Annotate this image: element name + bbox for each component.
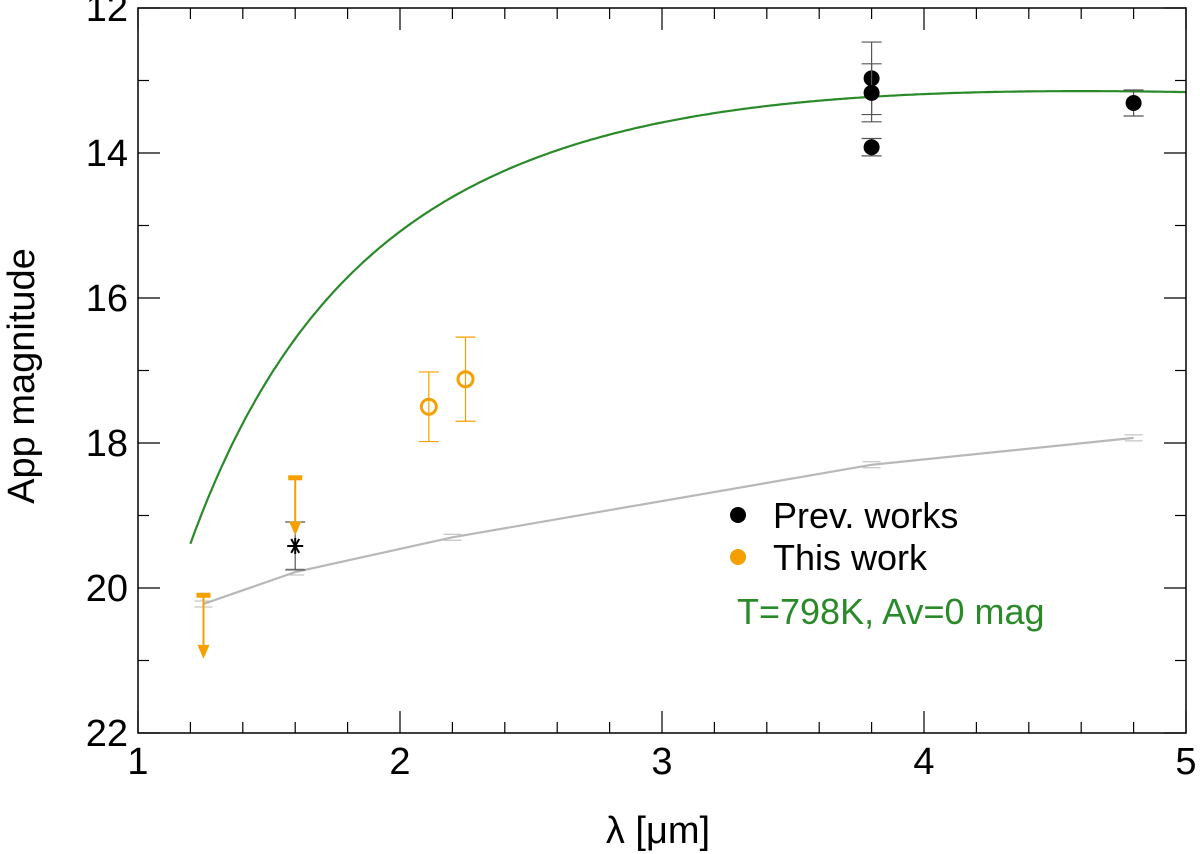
- x-axis-label: λ [μm]: [606, 810, 710, 852]
- legend-label-prev-works: Prev. works: [773, 495, 958, 536]
- data-point: [863, 139, 880, 156]
- x-tick-label: 3: [651, 741, 672, 783]
- x-tick-label: 5: [1175, 741, 1196, 783]
- blackbody-line: [189, 90, 1186, 545]
- data-point: [419, 397, 438, 416]
- x-tick-label: 1: [127, 741, 148, 783]
- chart-lines: [189, 90, 1186, 608]
- chart-points: [196, 41, 1144, 659]
- y-tick-label: 16: [86, 278, 128, 320]
- y-tick-label: 22: [86, 713, 128, 755]
- data-point: [456, 370, 475, 389]
- legend-marker-this-work: [730, 549, 746, 565]
- y-axis-label: App magnitude: [1, 248, 43, 504]
- upper-limit-arrow: [197, 644, 210, 659]
- reference-line: [203, 436, 1134, 605]
- legend-marker-prev-works: [730, 507, 746, 523]
- legend-label-this-work: This work: [773, 537, 928, 578]
- upper-limit-arrow: [289, 521, 302, 536]
- data-point: [863, 84, 880, 101]
- y-tick-label: 20: [86, 568, 128, 610]
- x-tick-label: 4: [913, 741, 934, 783]
- legend: Prev. works This work T=798K, Av=0 mag: [730, 495, 1045, 632]
- data-point: [1125, 94, 1142, 111]
- y-tick-label: 14: [86, 133, 128, 175]
- y-tick-label: 12: [86, 0, 128, 30]
- x-tick-label: 2: [389, 741, 410, 783]
- temperature-annotation: T=798K, Av=0 mag: [737, 591, 1045, 632]
- y-tick-label: 18: [86, 423, 128, 465]
